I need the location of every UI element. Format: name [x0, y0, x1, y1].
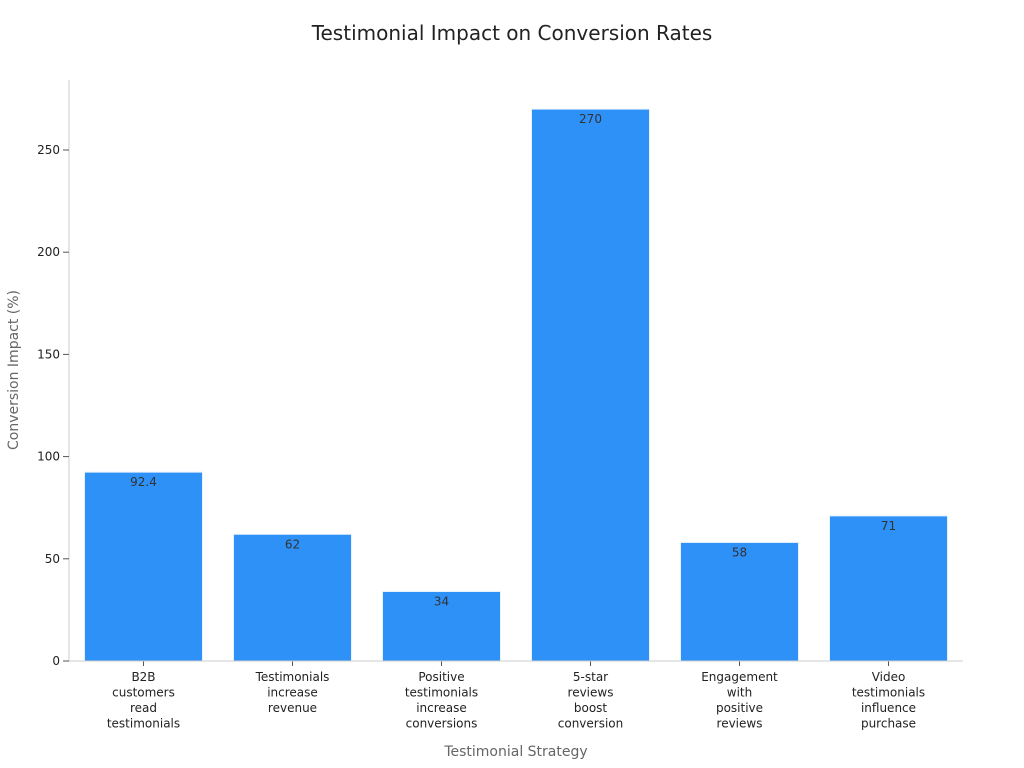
- axes-group: B2B customers read testimonials Testimonials…: [37, 80, 963, 731]
- bar: [233, 533, 352, 662]
- bar-value-label: 270: [579, 112, 602, 126]
- y-tick-label: 150: [37, 347, 60, 361]
- y-tick-label: 200: [37, 245, 60, 259]
- bar: [382, 591, 501, 662]
- chart-title: Testimonial Impact on Conversion Rates: [311, 21, 713, 45]
- bars-group: 92.4 62 34 270 58 71: [84, 108, 948, 662]
- bar-value-label: 58: [732, 545, 747, 559]
- x-tick-label: Testimonials increase revenue: [255, 670, 330, 715]
- bar-value-label: 62: [285, 537, 300, 551]
- y-tick-label: 50: [45, 552, 60, 566]
- y-tick-label: 250: [37, 143, 60, 157]
- y-axis-title: Conversion Impact (%): [6, 290, 22, 450]
- bar-value-label: 71: [881, 519, 896, 533]
- y-tick-label: 100: [37, 450, 60, 464]
- y-tick-label: 0: [52, 654, 60, 668]
- bar-value-label: 92.4: [130, 475, 157, 489]
- bar-value-label: 34: [434, 595, 449, 609]
- x-tick-label: 5-star reviews boost conversion: [558, 670, 624, 731]
- x-tick-label: B2B customers read testimonials: [107, 670, 180, 731]
- bar: [829, 515, 948, 662]
- bar: [531, 108, 650, 662]
- x-tick-label: Video testimonials influence purchase: [852, 670, 925, 731]
- bar: [84, 471, 203, 662]
- bar: [680, 541, 799, 662]
- x-tick-label: Engagement with positive reviews: [701, 670, 778, 731]
- x-axis-title: Testimonial Strategy: [443, 744, 587, 760]
- x-tick-label: Positive testimonials increase conversions: [405, 670, 478, 731]
